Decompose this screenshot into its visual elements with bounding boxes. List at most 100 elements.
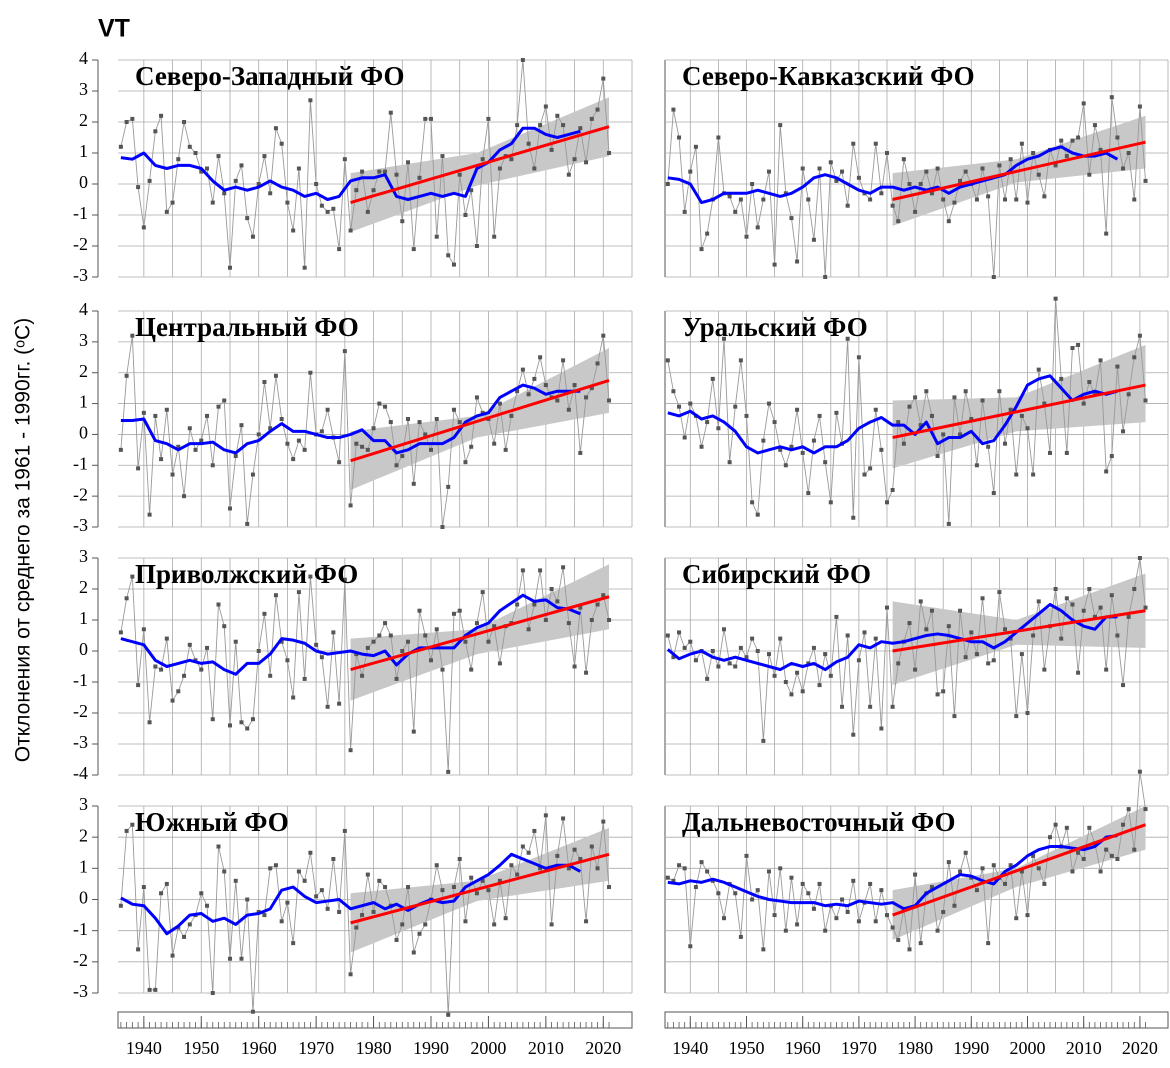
annual-point — [365, 209, 370, 214]
annual-point — [946, 521, 951, 526]
annual-point — [182, 120, 187, 124]
annual-point — [607, 151, 612, 155]
annual-point — [480, 157, 485, 162]
annual-point — [772, 673, 777, 678]
annual-point — [549, 147, 554, 152]
annual-point — [924, 169, 929, 174]
annual-point — [222, 398, 227, 403]
annual-point — [884, 500, 889, 505]
annual-point — [388, 110, 393, 115]
annual-point — [834, 614, 839, 619]
annual-point — [991, 863, 996, 868]
annual-point — [806, 491, 811, 496]
annual-point — [811, 645, 816, 650]
annual-point — [469, 444, 474, 449]
annual-point — [1081, 101, 1086, 106]
annual-point — [474, 244, 479, 248]
annual-point — [761, 438, 766, 443]
trend-line — [892, 609, 1146, 653]
y-tick-label: 4 — [79, 299, 88, 319]
annual-point — [873, 919, 878, 924]
y-tick-label: 4 — [79, 48, 88, 68]
annual-point — [170, 953, 175, 958]
annual-point — [440, 525, 445, 529]
annual-point — [377, 633, 382, 638]
annual-point — [262, 379, 267, 384]
annual-point — [1076, 850, 1081, 855]
annual-point — [705, 676, 710, 681]
annual-point — [210, 200, 215, 205]
annual-point — [182, 673, 187, 678]
annual-point — [130, 116, 135, 121]
annual-point — [526, 141, 531, 146]
moving-average — [667, 834, 1118, 911]
annual-point — [331, 206, 336, 211]
annual-point — [492, 441, 497, 446]
annual-point — [693, 658, 698, 663]
annual-point — [141, 410, 146, 415]
annual-point — [901, 157, 906, 162]
annual-point — [250, 472, 255, 477]
annual-point — [856, 658, 861, 663]
annual-point — [555, 398, 560, 403]
annual-point — [750, 182, 755, 186]
annual-point — [744, 853, 749, 858]
x-tick-label: 2010 — [1066, 1038, 1102, 1058]
annual-point — [750, 897, 755, 902]
annual-point — [918, 599, 923, 604]
annual-point — [1019, 652, 1024, 657]
annual-point — [325, 407, 330, 412]
annual-point — [497, 878, 502, 883]
annual-point — [896, 219, 901, 224]
annual-point — [890, 925, 895, 930]
annual-point — [595, 866, 600, 871]
annual-point — [963, 389, 968, 394]
annual-point — [862, 472, 867, 477]
annual-point — [1087, 825, 1092, 830]
y-tick-label: 1 — [79, 856, 88, 876]
annual-point — [509, 863, 514, 868]
annual-point — [958, 608, 963, 613]
panel-title: Уральский ФО — [682, 312, 868, 342]
annual-point — [744, 413, 749, 418]
annual-point — [941, 197, 946, 202]
annual-point — [532, 166, 537, 171]
annual-point — [170, 698, 175, 703]
annual-point — [520, 568, 525, 573]
annual-point — [817, 881, 822, 886]
annual-point — [1104, 847, 1109, 852]
annual-point — [561, 565, 566, 570]
annual-point — [1126, 807, 1131, 812]
annual-point — [474, 395, 479, 400]
annual-point — [216, 404, 221, 409]
annual-point — [250, 234, 255, 239]
y-tick-label: -1 — [73, 203, 88, 223]
annual-point — [1042, 667, 1047, 672]
annual-point — [733, 664, 738, 669]
annual-point — [428, 116, 433, 121]
annual-point — [199, 438, 204, 443]
y-tick-label: -1 — [73, 670, 88, 690]
annual-point — [250, 717, 255, 722]
annual-point — [980, 398, 985, 403]
annual-point — [205, 166, 210, 171]
annual-point — [665, 875, 670, 880]
annual-point — [868, 466, 873, 471]
annual-point — [406, 160, 411, 165]
annual-point — [394, 463, 399, 468]
annual-point — [1042, 401, 1047, 406]
annual-point — [682, 209, 687, 214]
y-tick-label: 0 — [79, 888, 88, 908]
annual-point — [164, 209, 169, 214]
annual-point — [840, 704, 845, 709]
annual-point — [1098, 869, 1103, 874]
annual-point — [705, 231, 710, 236]
trend-line — [350, 595, 610, 672]
annual-point — [538, 123, 543, 128]
annual-point — [589, 116, 594, 121]
x-tick-label: 2020 — [585, 1038, 621, 1058]
annual-point — [147, 178, 152, 183]
annual-point — [480, 590, 485, 595]
annual-point — [963, 850, 968, 855]
annual-point — [795, 407, 800, 412]
